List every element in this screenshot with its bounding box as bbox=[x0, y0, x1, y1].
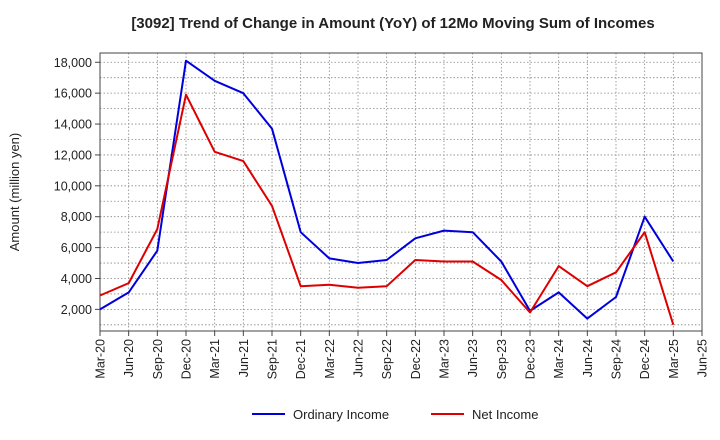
y-tick-label: 2,000 bbox=[61, 303, 92, 317]
x-tick-label: Jun-22 bbox=[352, 339, 366, 377]
x-axis-ticks: Mar-20 Jun-20 Sep-20 Dec-20 Mar-21 Jun-21 Sep-… bbox=[94, 331, 710, 379]
y-tick-label: 16,000 bbox=[54, 87, 92, 101]
x-tick-label: Sep-20 bbox=[151, 339, 165, 379]
legend-label-ordinary-income: Ordinary Income bbox=[293, 407, 389, 422]
x-tick-label: Jun-20 bbox=[122, 339, 136, 377]
x-tick-label: Dec-20 bbox=[180, 339, 194, 379]
series-line-net-income bbox=[99, 93, 675, 326]
x-tick-label: Mar-23 bbox=[438, 339, 452, 379]
x-tick-label: Mar-20 bbox=[94, 339, 108, 379]
y-tick-label: 10,000 bbox=[54, 179, 92, 193]
x-tick-label: Dec-21 bbox=[294, 339, 308, 379]
x-tick-label: Jun-23 bbox=[466, 339, 480, 377]
plot-frame bbox=[99, 52, 703, 332]
x-tick-label: Mar-25 bbox=[667, 339, 681, 379]
y-tick-label: 4,000 bbox=[61, 272, 92, 286]
x-tick-label: Jun-21 bbox=[237, 339, 251, 377]
legend-label-net-income: Net Income bbox=[472, 407, 538, 422]
x-tick-label: Sep-21 bbox=[266, 339, 280, 379]
y-tick-label: 6,000 bbox=[61, 241, 92, 255]
y-tick-label: 14,000 bbox=[54, 118, 92, 132]
x-tick-label: Sep-23 bbox=[495, 339, 509, 379]
series-layer bbox=[99, 59, 675, 326]
x-tick-label: Dec-23 bbox=[524, 339, 538, 379]
x-tick-label: Jun-25 bbox=[696, 339, 710, 377]
x-tick-label: Dec-22 bbox=[409, 339, 423, 379]
y-axis-label: Amount (million yen) bbox=[7, 133, 22, 252]
x-tick-label: Mar-21 bbox=[208, 339, 222, 379]
x-tick-label: Mar-24 bbox=[552, 339, 566, 379]
y-tick-label: 12,000 bbox=[54, 148, 92, 162]
x-tick-label: Dec-24 bbox=[638, 339, 652, 379]
series-line-ordinary-income bbox=[99, 59, 675, 320]
grid bbox=[100, 53, 702, 331]
legend: Ordinary Income Net Income bbox=[252, 407, 538, 422]
y-axis-ticks: 2,000 4,000 6,000 8,000 10,000 12,000 14,000 16… bbox=[54, 56, 100, 317]
y-tick-label: 8,000 bbox=[61, 210, 92, 224]
x-tick-label: Mar-22 bbox=[323, 339, 337, 379]
chart-title: [3092] Trend of Change in Amount (YoY) o… bbox=[131, 15, 654, 32]
x-tick-label: Sep-24 bbox=[610, 339, 624, 379]
x-tick-label: Jun-24 bbox=[581, 339, 595, 377]
x-tick-label: Sep-22 bbox=[380, 339, 394, 379]
y-tick-label: 18,000 bbox=[54, 56, 92, 70]
